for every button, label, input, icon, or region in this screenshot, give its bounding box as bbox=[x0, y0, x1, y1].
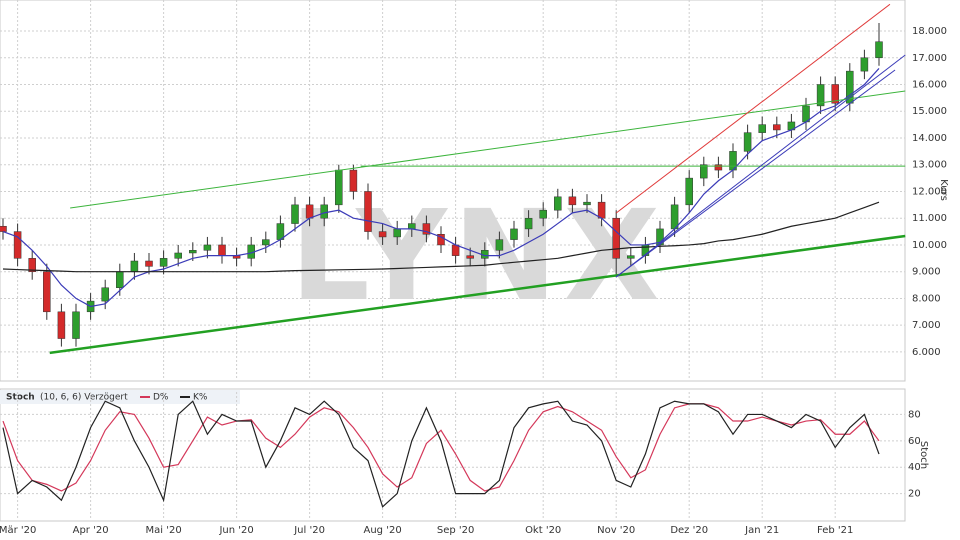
y-tick-label: 18.000 bbox=[912, 26, 947, 37]
candle-body bbox=[378, 231, 387, 238]
candle-body bbox=[612, 217, 620, 259]
candle-body bbox=[0, 225, 7, 232]
trend-line bbox=[49, 234, 906, 355]
candle-body bbox=[685, 177, 693, 206]
y-tick-label: 10.000 bbox=[912, 240, 947, 251]
candle-body bbox=[773, 124, 781, 131]
candle-body bbox=[743, 132, 752, 152]
candle-body bbox=[875, 41, 883, 59]
candle-body bbox=[43, 271, 51, 313]
stoch-panel bbox=[0, 388, 906, 522]
watermark: LYNX bbox=[290, 184, 666, 329]
y-axis-label: Stoch bbox=[918, 441, 929, 469]
candle-body bbox=[189, 250, 197, 254]
candle-body bbox=[539, 209, 547, 219]
y-tick-label: 15.000 bbox=[912, 106, 947, 117]
trend-line bbox=[615, 3, 891, 214]
candle-body bbox=[583, 201, 591, 206]
y-tick-label: 9.000 bbox=[912, 267, 941, 278]
candle-body bbox=[203, 244, 212, 251]
stoch-title: Stoch bbox=[6, 393, 35, 403]
candle-body bbox=[466, 255, 474, 259]
candle-body bbox=[349, 169, 358, 192]
x-tick-label: Sep '20 bbox=[437, 525, 475, 536]
y-tick-label: 16.000 bbox=[912, 80, 947, 91]
x-tick-label: Okt '20 bbox=[525, 525, 561, 536]
candle-body bbox=[627, 255, 635, 259]
x-tick-label: Mär '20 bbox=[0, 525, 36, 536]
x-tick-label: Apr '20 bbox=[73, 525, 109, 536]
y-tick-label: 80 bbox=[908, 409, 921, 420]
candle-body bbox=[831, 84, 839, 104]
candle-body bbox=[116, 271, 124, 288]
trend-line bbox=[70, 90, 906, 209]
y-tick-label: 8.000 bbox=[912, 293, 941, 304]
candle-body bbox=[524, 217, 533, 230]
x-tick-label: Nov '20 bbox=[597, 525, 635, 536]
candle-body bbox=[145, 260, 153, 267]
candle-body bbox=[291, 204, 299, 224]
legend-label: D% bbox=[153, 393, 169, 403]
x-tick-label: Dez '20 bbox=[670, 525, 708, 536]
y-tick-label: 20 bbox=[908, 489, 921, 500]
y-tick-label: 13.000 bbox=[912, 160, 947, 171]
y-tick-label: 14.000 bbox=[912, 133, 947, 144]
candle-body bbox=[393, 228, 401, 238]
stoch-params: (10, 6, 6) Verzögert bbox=[40, 393, 128, 403]
candle-body bbox=[758, 124, 766, 133]
stoch-header bbox=[0, 390, 240, 404]
x-tick-label: Mai '20 bbox=[146, 525, 182, 536]
candle-body bbox=[597, 201, 606, 219]
trend-line bbox=[615, 69, 896, 278]
candle-body bbox=[422, 223, 431, 235]
candle-body bbox=[495, 239, 504, 251]
x-tick-label: Jul '20 bbox=[293, 525, 325, 536]
candle-body bbox=[700, 164, 708, 179]
x-tick-label: Jun '20 bbox=[218, 525, 253, 536]
y-tick-label: 17.000 bbox=[912, 53, 947, 64]
candle-body bbox=[714, 164, 723, 171]
candle-body bbox=[130, 260, 139, 272]
candle-body bbox=[860, 57, 869, 72]
candle-body bbox=[437, 234, 445, 246]
candle-body bbox=[510, 228, 518, 240]
candle-body bbox=[13, 231, 22, 259]
candle-body bbox=[57, 311, 66, 339]
stoch-line bbox=[2, 403, 880, 492]
candle-body bbox=[320, 204, 328, 219]
candle-body bbox=[335, 169, 343, 206]
y-tick-label: 11.000 bbox=[912, 213, 947, 224]
candle-body bbox=[305, 204, 314, 219]
candle-body bbox=[670, 204, 679, 230]
y-tick-label: 60 bbox=[908, 436, 921, 447]
candle-body bbox=[28, 258, 36, 272]
candle-body bbox=[364, 191, 372, 232]
candle-body bbox=[262, 239, 270, 246]
legend-label: K% bbox=[193, 393, 208, 403]
y-tick-label: 7.000 bbox=[912, 320, 941, 331]
x-tick-label: Feb '21 bbox=[817, 525, 853, 536]
x-tick-label: Aug '20 bbox=[364, 525, 402, 536]
stoch-line bbox=[2, 400, 880, 508]
candle-body bbox=[816, 84, 825, 107]
candle-body bbox=[554, 196, 562, 211]
x-tick-label: Jan '21 bbox=[744, 525, 779, 536]
candle-body bbox=[451, 244, 460, 256]
candle-body bbox=[159, 258, 168, 267]
candle-body bbox=[568, 196, 577, 206]
moving-average bbox=[2, 201, 880, 273]
price-panel bbox=[0, 0, 906, 382]
y-tick-label: 40 bbox=[908, 462, 921, 473]
candle-body bbox=[101, 287, 109, 302]
candle-body bbox=[72, 311, 80, 339]
candle-body bbox=[408, 223, 416, 230]
candle-body bbox=[218, 244, 226, 256]
y-tick-label: 6.000 bbox=[912, 347, 941, 358]
y-tick-label: 12.000 bbox=[912, 186, 947, 197]
trend-line bbox=[615, 54, 906, 278]
y-axis-label: Kurs bbox=[938, 179, 949, 201]
candle-body bbox=[174, 252, 182, 259]
